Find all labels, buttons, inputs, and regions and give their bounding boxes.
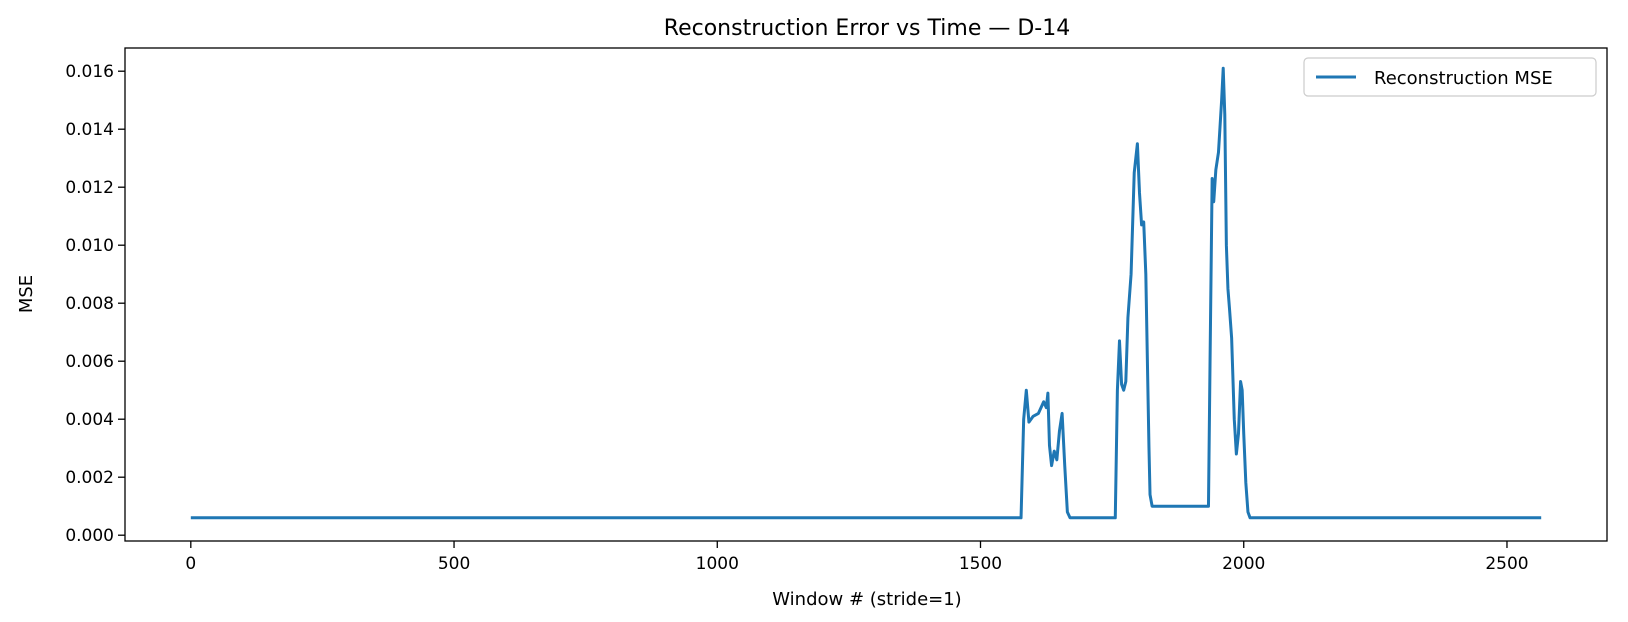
x-axis-label: Window # (stride=1) (772, 589, 961, 610)
chart-title: Reconstruction Error vs Time — D-14 (664, 16, 1070, 41)
x-axis: 0 500 1000 1500 2000 2500 (185, 541, 1529, 574)
legend: Reconstruction MSE (1303, 57, 1597, 97)
x-tick-label: 2000 (1222, 554, 1265, 574)
y-tick-label: 0.006 (65, 352, 114, 372)
legend-box (1303, 57, 1597, 97)
y-tick-label: 0.004 (65, 410, 114, 430)
y-tick-label: 0.016 (65, 62, 114, 82)
y-tick-label: 0.014 (65, 120, 114, 140)
y-tick-label: 0.012 (65, 178, 114, 198)
legend-label: Reconstruction MSE (1374, 68, 1553, 89)
x-tick-label: 0 (185, 554, 196, 574)
plot-frame (124, 47, 1608, 542)
x-tick-label: 1000 (696, 554, 739, 574)
x-tick-label: 1500 (959, 554, 1002, 574)
y-tick-label: 0.000 (65, 526, 114, 546)
x-tick-label: 2500 (1485, 554, 1528, 574)
y-tick-label: 0.010 (65, 236, 114, 256)
y-tick-label: 0.008 (65, 294, 114, 314)
series-line-reconstruction-mse (190, 66, 1542, 520)
y-axis: 0.000 0.002 0.004 0.006 0.008 0.010 0.012 0.014… (65, 62, 125, 546)
x-tick-label: 500 (438, 554, 470, 574)
y-axis-label: MSE (16, 275, 37, 313)
y-tick-label: 0.002 (65, 468, 114, 488)
